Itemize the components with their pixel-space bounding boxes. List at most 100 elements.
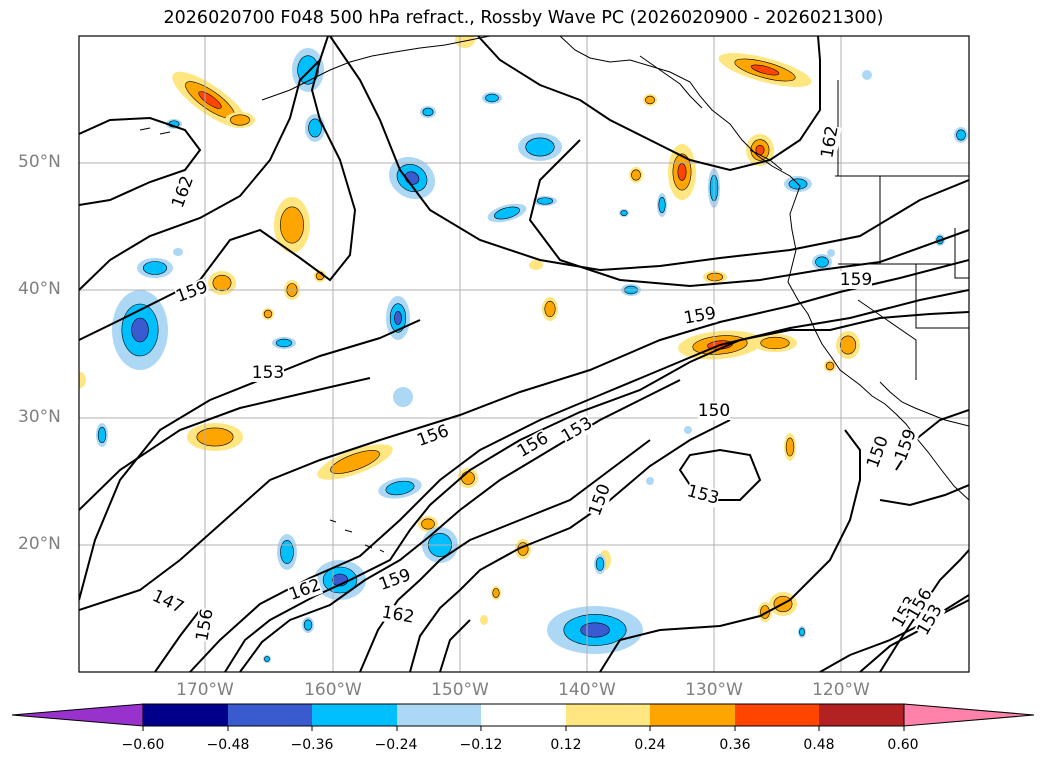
positive-anomaly-area <box>706 272 724 282</box>
colorbar-tick-label: 0.24 <box>634 737 666 753</box>
negative-anomaly-area <box>536 197 554 205</box>
lat-label-30: 30°N <box>18 407 61 427</box>
contour-label: 159 <box>840 270 872 290</box>
colorbar-tick-label: 0.12 <box>550 737 582 753</box>
contour-label-bg <box>380 603 416 627</box>
colorbar-extend-max <box>903 703 1035 727</box>
lon-label-120w: 120°W <box>812 680 870 700</box>
lat-label-50: 50°N <box>18 152 61 172</box>
positive-anomaly-area <box>529 260 543 270</box>
contour-label: 150 <box>863 433 893 470</box>
positive-anomaly-area <box>544 300 556 318</box>
colorbar-tick-label: −0.36 <box>290 737 334 753</box>
contour-label-bg <box>514 429 552 461</box>
negative-anomaly-area <box>956 129 966 141</box>
contour-label: 156 <box>514 428 552 462</box>
colorbar-segment <box>397 704 481 726</box>
positive-anomaly-area <box>677 163 687 181</box>
colorbar-extend-min <box>11 703 144 727</box>
negative-anomaly-area <box>173 248 183 256</box>
contour-lines <box>79 36 969 672</box>
colorbar-segment <box>566 704 650 726</box>
colorbar-tick-label: −0.48 <box>206 737 250 753</box>
positive-anomaly-area <box>825 361 835 371</box>
lon-label-150w: 150°W <box>431 680 489 700</box>
colorbar-segment <box>143 704 228 726</box>
contour-label-bg <box>169 173 197 211</box>
contour-label: 162 <box>286 575 323 605</box>
negative-anomaly-area <box>131 317 149 343</box>
positive-anomaly-area <box>196 427 234 447</box>
lon-label-130w: 130°W <box>685 680 743 700</box>
contour-label-bg <box>558 414 596 446</box>
colorbar-segment <box>650 704 735 726</box>
negative-anomaly-area <box>303 619 313 631</box>
positive-anomaly-area <box>785 437 795 457</box>
lat-label-40: 40°N <box>18 279 61 299</box>
map-title: 2026020700 F048 500 hPa refract., Rossby… <box>163 8 884 28</box>
negative-anomaly-area <box>143 261 168 275</box>
contour-label-bg <box>173 278 211 306</box>
negative-anomaly-area <box>264 656 270 662</box>
negative-anomaly-area <box>525 137 555 157</box>
contour-label-bg <box>892 426 920 464</box>
contour-label: 153 <box>685 481 722 509</box>
positive-anomaly-area <box>750 64 780 76</box>
lon-label-160w: 160°W <box>304 680 362 700</box>
positive-anomaly-area <box>198 91 222 109</box>
lon-label-140w: 140°W <box>558 680 616 700</box>
colorbar-tick-label: −0.12 <box>459 737 503 753</box>
contour-label: 159 <box>891 426 921 463</box>
positive-anomaly-area <box>421 518 435 530</box>
positive-anomaly-area <box>631 169 641 181</box>
contour-label-bg <box>685 482 721 508</box>
graticule <box>79 36 969 672</box>
lat-label-20: 20°N <box>18 534 61 554</box>
negative-anomaly-area <box>394 311 402 325</box>
colorbar-segment <box>312 704 397 726</box>
negative-anomaly-area <box>827 249 835 257</box>
negative-anomaly-area <box>393 387 413 407</box>
contour-label: 150 <box>585 481 615 518</box>
contour-label-bg <box>376 566 414 594</box>
contour-label-bg <box>149 587 187 617</box>
colorbar-segment <box>819 704 904 726</box>
contour-label-bg <box>904 585 936 623</box>
negative-anomaly-area <box>275 338 293 348</box>
positive-anomaly-area <box>645 95 655 105</box>
contour-label-bg <box>286 576 324 604</box>
negative-anomaly-area <box>658 196 666 214</box>
contour-label-bg <box>193 607 217 643</box>
contour-label-bg <box>698 402 730 420</box>
negative-anomaly-area <box>494 206 520 220</box>
negative-anomaly-area <box>815 256 829 268</box>
negative-anomaly-area <box>684 426 692 434</box>
negative-anomaly-area <box>580 622 610 638</box>
contour-label-bg <box>840 271 872 289</box>
negative-anomaly-area <box>862 70 872 80</box>
contour-label: 162 <box>817 124 842 159</box>
negative-anomaly-area <box>280 539 294 564</box>
positive-anomaly-area <box>461 471 475 485</box>
positive-anomaly-area <box>263 309 273 319</box>
contour-label: 156 <box>414 421 451 451</box>
contour-label: 156 <box>192 607 217 642</box>
positive-anomaly-area <box>229 114 251 126</box>
negative-anomaly-area <box>97 426 107 444</box>
positive-anomaly-area <box>839 335 857 355</box>
negative-anomaly-area <box>646 477 654 485</box>
contour-label-bg <box>682 304 718 328</box>
negative-anomaly-area <box>485 93 499 103</box>
colorbar-tick-label: −0.60 <box>121 737 165 753</box>
negative-anomaly-area <box>385 480 415 496</box>
contour-label-bg <box>586 481 614 519</box>
contour-label-bg <box>252 364 284 382</box>
positive-anomaly-area <box>492 588 500 598</box>
coastlines <box>139 36 969 553</box>
contour-label-bg <box>864 433 892 471</box>
negative-anomaly-area <box>308 118 322 138</box>
contour-label: 150 <box>698 401 730 421</box>
contour-label: 147 <box>149 586 187 618</box>
colorbar-segment <box>228 704 312 726</box>
